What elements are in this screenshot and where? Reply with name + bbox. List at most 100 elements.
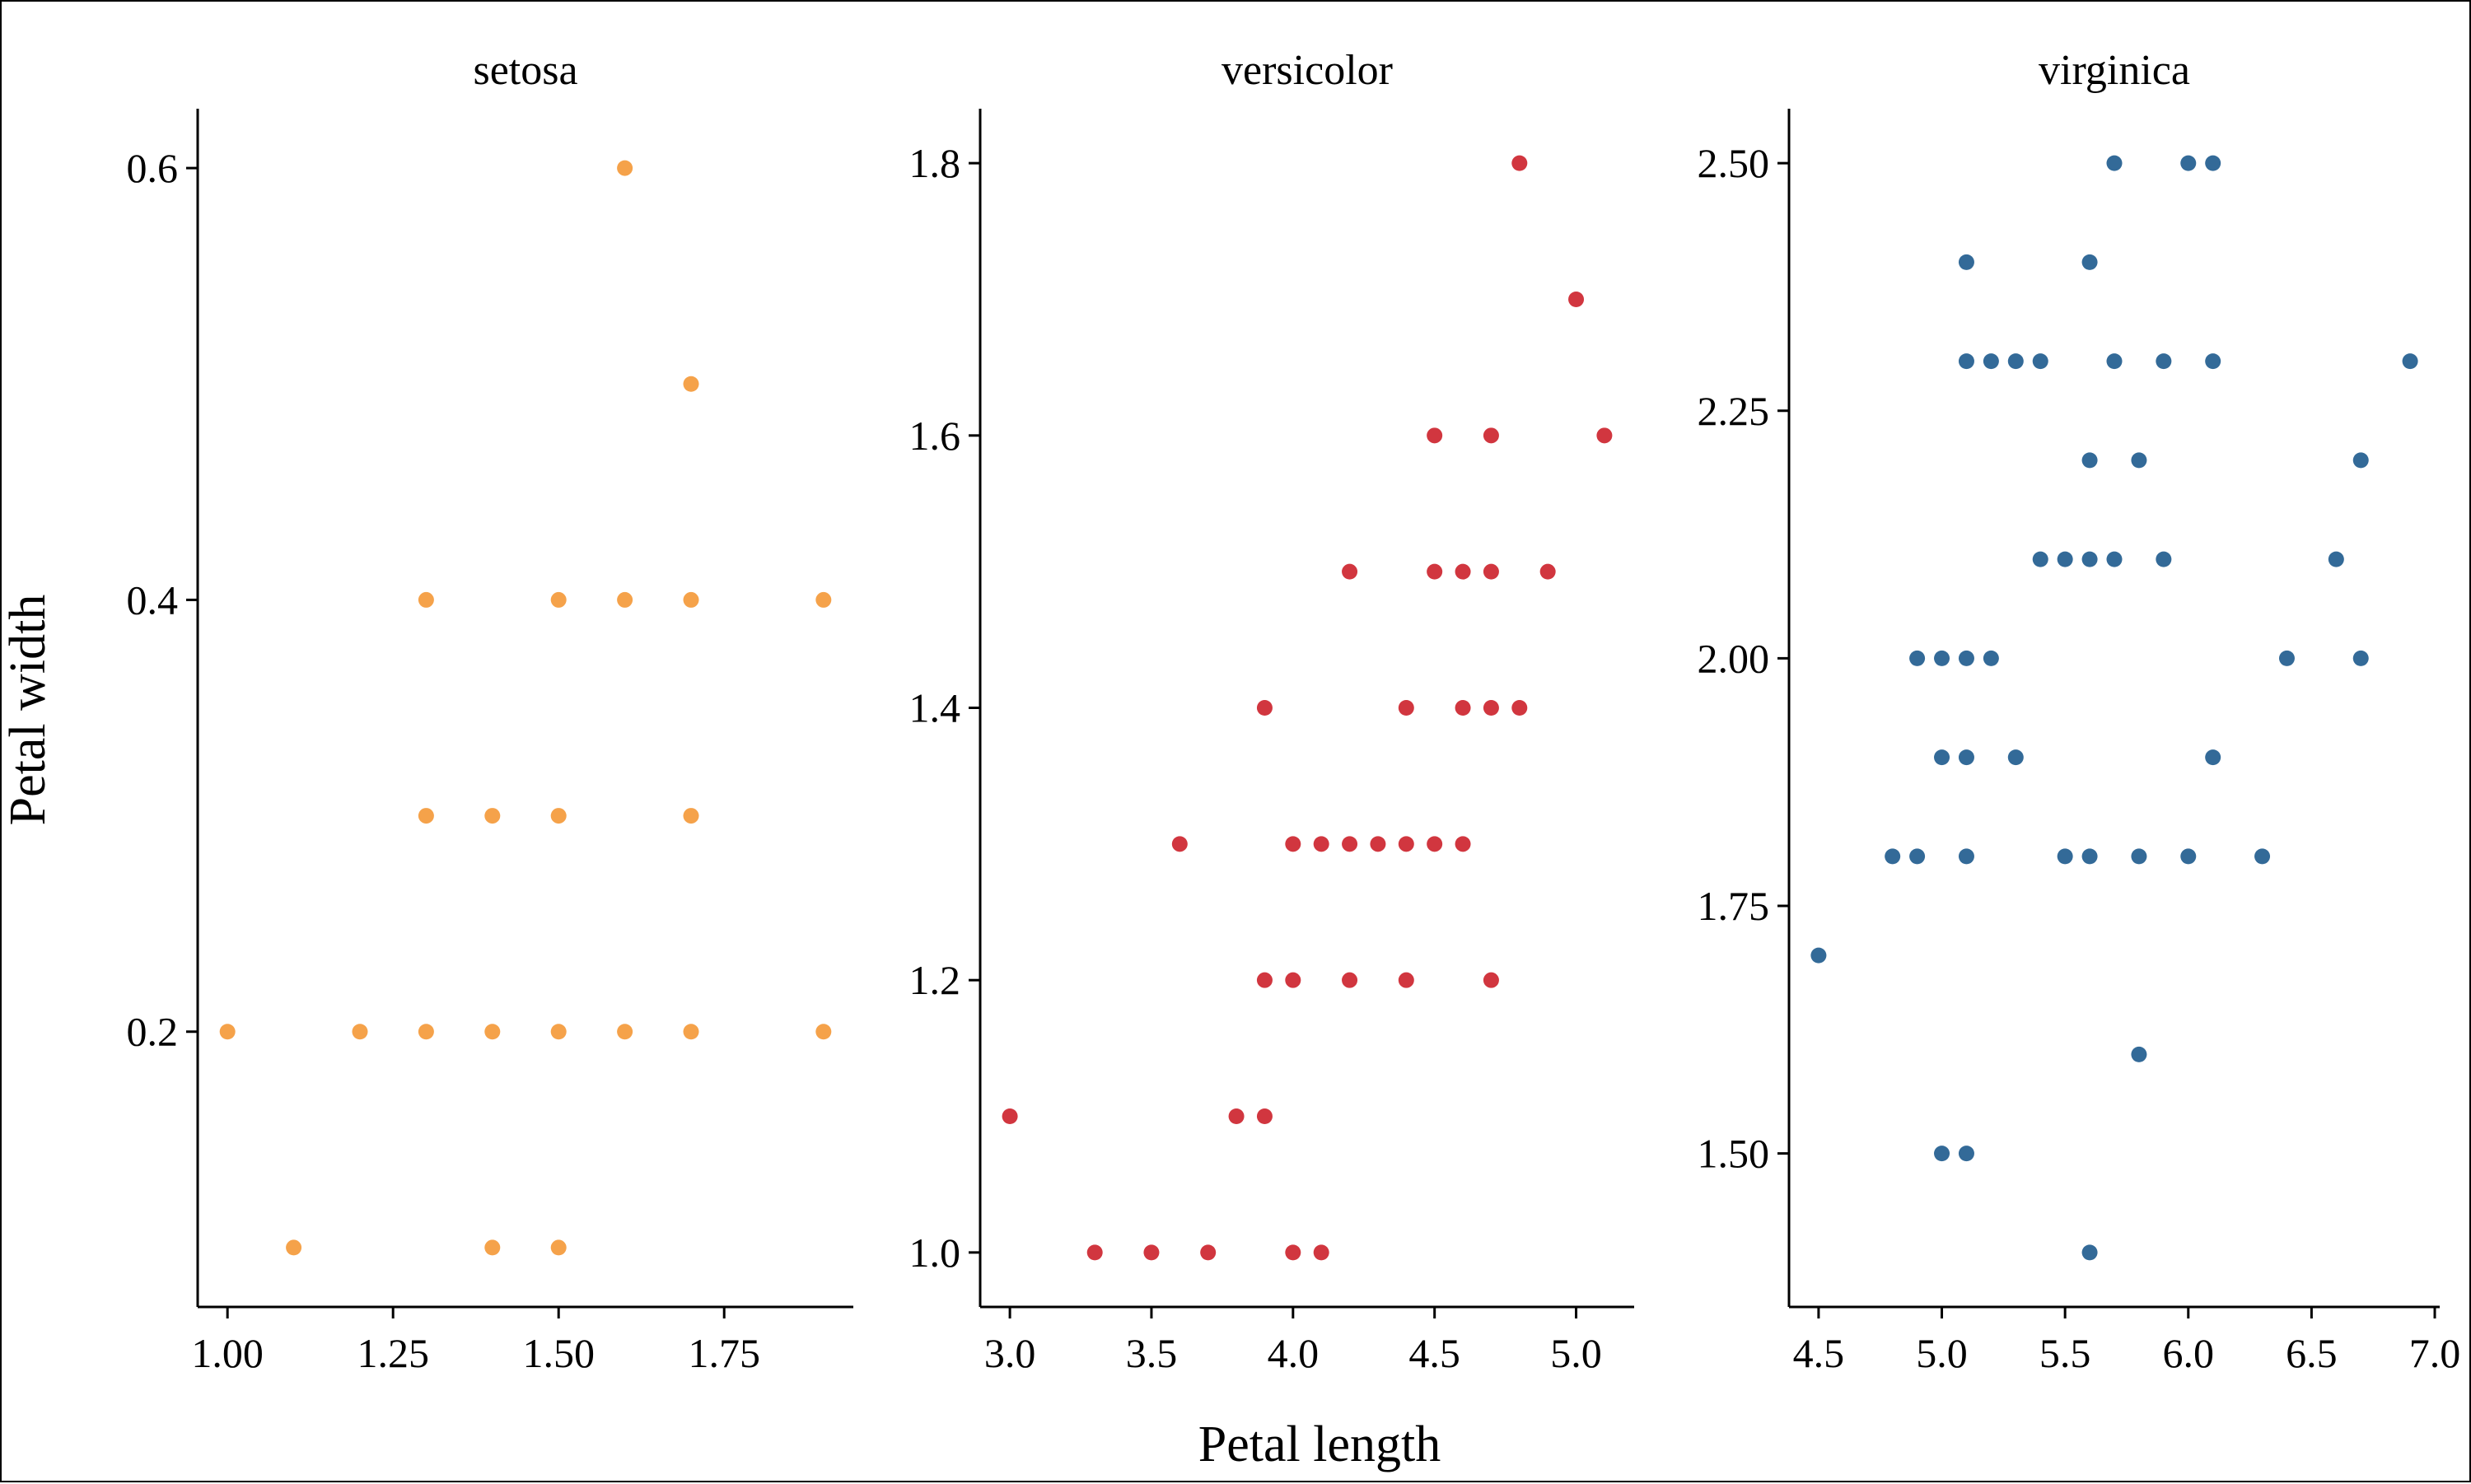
scatter-point [1427, 427, 1443, 444]
x-tick-label: 1.75 [688, 1330, 760, 1376]
scatter-point [1885, 848, 1901, 865]
scatter-point [286, 1239, 302, 1256]
scatter-point [1983, 353, 1999, 370]
scatter-point [2131, 452, 2147, 469]
y-tick-label: 0.2 [127, 1009, 179, 1055]
x-tick-label: 6.5 [2286, 1330, 2338, 1376]
scatter-point [1002, 1108, 1018, 1125]
scatter-point [683, 591, 699, 608]
scatter-point [1810, 947, 1827, 964]
scatter-point [418, 1024, 434, 1040]
panel-title: versicolor [1221, 47, 1393, 94]
y-tick-label: 0.6 [127, 145, 179, 191]
panel-title: setosa [473, 47, 577, 94]
scatter-point [550, 808, 567, 824]
scatter-point [2057, 848, 2073, 865]
x-tick-label: 5.5 [2039, 1330, 2091, 1376]
y-axis-label: Petal width [2, 595, 56, 826]
scatter-point [2180, 155, 2197, 171]
panel-1: versicolor 3.0 3.5 4.0 4.5 5.0 1.0 1.2 1.4 1.6 1.8 [909, 47, 1634, 1376]
scatter-point [2156, 353, 2172, 370]
scatter-point [1427, 563, 1443, 580]
x-tick-label: 4.5 [1793, 1330, 1845, 1376]
y-tick-label: 1.2 [909, 957, 961, 1003]
scatter-point [418, 591, 434, 608]
scatter-point [2352, 452, 2369, 469]
y-tick-label: 1.8 [909, 140, 961, 186]
scatter-point [617, 591, 633, 608]
scatter-point [1934, 749, 1950, 766]
scatter-point [2007, 353, 2024, 370]
scatter-point [815, 1024, 832, 1040]
scatter-point [1143, 1244, 1160, 1261]
scatter-point [2106, 353, 2123, 370]
scatter-point [1342, 563, 1358, 580]
scatter-point [1568, 291, 1585, 307]
scatter-point [1228, 1108, 1245, 1125]
y-tick-label: 1.4 [909, 685, 961, 731]
y-tick-label: 2.00 [1698, 635, 1770, 681]
y-tick-label: 1.50 [1698, 1131, 1770, 1177]
y-tick-label: 1.0 [909, 1230, 961, 1276]
scatter-point [2081, 1244, 2098, 1261]
scatter-point [1313, 1244, 1329, 1261]
scatter-point [1958, 1146, 1974, 1162]
scatter-point [2131, 1046, 2147, 1062]
scatter-point [1983, 650, 1999, 666]
scatter-point [1483, 700, 1499, 716]
x-tick-label: 1.50 [522, 1330, 595, 1376]
scatter-point [418, 808, 434, 824]
scatter-point [1909, 650, 1926, 666]
scatter-point [2254, 848, 2271, 865]
scatter-point [2205, 353, 2221, 370]
scatter-point [2106, 551, 2123, 567]
scatter-point [683, 376, 699, 392]
scatter-point [1958, 353, 1974, 370]
scatter-point [1171, 836, 1188, 852]
scatter-point [1256, 1108, 1273, 1125]
scatter-point [1483, 563, 1499, 580]
scatter-point [1256, 700, 1273, 716]
scatter-point [617, 1024, 633, 1040]
x-tick-label: 5.0 [1550, 1330, 1602, 1376]
y-tick-label: 1.75 [1698, 883, 1770, 929]
scatter-point [1256, 972, 1273, 988]
scatter-point [1511, 700, 1528, 716]
scatter-point [1370, 836, 1386, 852]
scatter-point [1958, 254, 1974, 270]
scatter-point [683, 1024, 699, 1040]
y-tick-label: 2.25 [1698, 388, 1770, 434]
scatter-point [1342, 836, 1358, 852]
scatter-point [815, 591, 832, 608]
panel-title: virginica [2039, 47, 2190, 94]
scatter-point [352, 1024, 368, 1040]
scatter-point [1483, 972, 1499, 988]
scatter-point [2081, 452, 2098, 469]
x-axis-label: Petal length [1198, 1416, 1441, 1472]
x-tick-label: 1.00 [191, 1330, 264, 1376]
scatter-point [1313, 836, 1329, 852]
scatter-point [484, 1024, 501, 1040]
scatter-point [1285, 972, 1301, 988]
scatter-point [1596, 427, 1613, 444]
scatter-point [2007, 749, 2024, 766]
panel-0: setosa 1.00 1.25 1.50 1.75 0.2 0.4 0.6 [127, 47, 853, 1376]
scatter-point [2081, 551, 2098, 567]
scatter-point [2081, 848, 2098, 865]
scatter-point [550, 591, 567, 608]
x-tick-label: 3.5 [1126, 1330, 1178, 1376]
scatter-point [1539, 563, 1556, 580]
scatter-point [617, 160, 633, 176]
x-tick-label: 5.0 [1916, 1330, 1968, 1376]
scatter-point [484, 1239, 501, 1256]
x-tick-label: 4.0 [1268, 1330, 1320, 1376]
scatter-point [2032, 353, 2048, 370]
scatter-point [2278, 650, 2295, 666]
scatter-point [2057, 551, 2073, 567]
scatter-point [1511, 155, 1528, 171]
scatter-point [2205, 155, 2221, 171]
scatter-point [2081, 254, 2098, 270]
scatter-point [1455, 700, 1471, 716]
scatter-point [2352, 650, 2369, 666]
